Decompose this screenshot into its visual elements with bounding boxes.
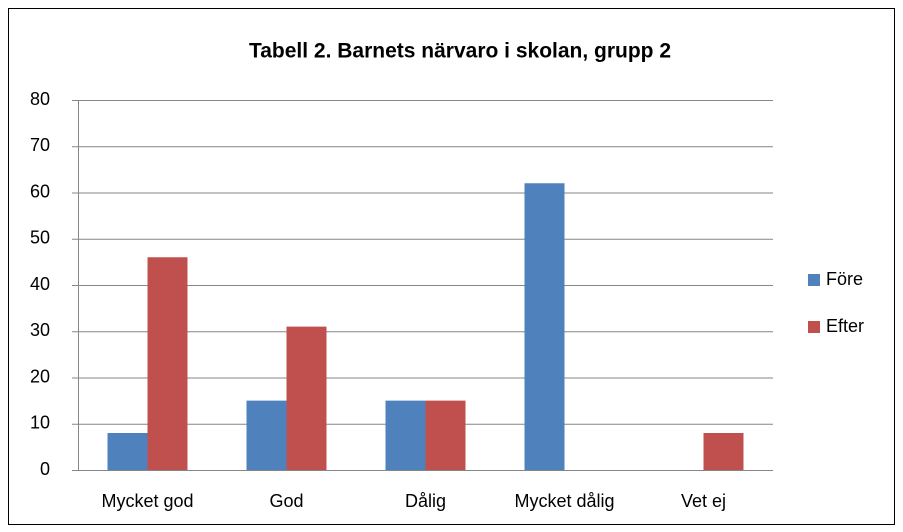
y-tick-label: 0 — [40, 459, 50, 479]
bar — [425, 400, 466, 470]
x-tick-label: God — [269, 491, 303, 511]
y-tick-label: 60 — [30, 181, 50, 201]
bar — [524, 183, 565, 470]
legend-label: Efter — [826, 316, 864, 336]
chart-title: Tabell 2. Barnets närvaro i skolan, grup… — [249, 40, 671, 63]
x-tick-label: Dålig — [405, 491, 446, 511]
bar — [703, 433, 744, 470]
bar — [246, 400, 287, 470]
y-tick-label: 20 — [30, 366, 50, 386]
bar — [107, 433, 148, 470]
x-tick-label: Mycket god — [101, 491, 193, 511]
legend-label: Före — [826, 269, 863, 289]
y-tick-label: 10 — [30, 413, 50, 433]
y-tick-label: 40 — [30, 274, 50, 294]
legend-swatch — [808, 321, 820, 333]
bar — [385, 400, 426, 470]
x-tick-label: Mycket dålig — [514, 491, 614, 511]
y-tick-label: 70 — [30, 135, 50, 155]
x-tick-label: Vet ej — [681, 491, 726, 511]
y-tick-label: 30 — [30, 320, 50, 340]
bar — [286, 326, 327, 470]
y-tick-label: 50 — [30, 228, 50, 248]
bar — [147, 257, 188, 470]
y-tick-label: 80 — [30, 89, 50, 109]
legend-swatch — [808, 274, 820, 286]
